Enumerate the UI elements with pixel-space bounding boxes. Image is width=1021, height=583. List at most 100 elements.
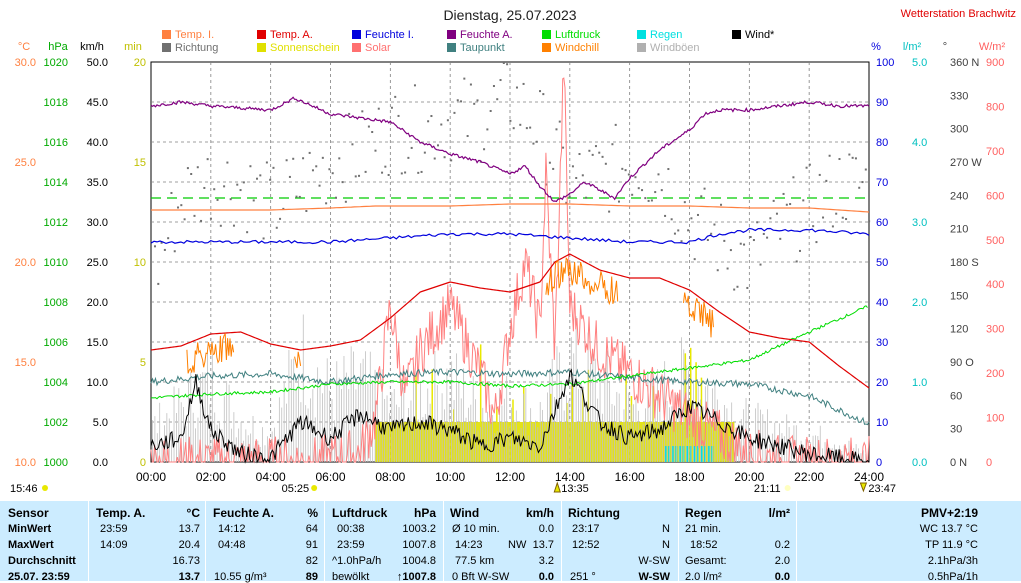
x-tick-label: 20:00 [734,470,764,484]
direction-point [413,84,416,87]
direction-point [492,85,495,88]
direction-point [683,201,686,204]
axis-tick-label: 100 [986,413,1004,425]
axis-tick-label: 5.0 [912,57,927,69]
direction-point [180,204,183,207]
direction-point [611,143,614,146]
axis-tick-label: 1012 [44,217,68,229]
direction-point [223,185,226,188]
direction-point [515,86,518,89]
direction-point [160,241,163,244]
direction-point [423,151,426,154]
direction-point [338,157,341,160]
axis-tick-label: 90 [876,97,888,109]
direction-point [673,232,676,235]
direction-point [617,200,620,203]
press-forecast: bewölkt [332,571,370,583]
axis-tick-label: 200 [986,368,1004,380]
wind-beaufort: 0 Bft W-SW [452,571,510,583]
direction-point [785,203,788,206]
direction-point [456,99,459,102]
direction-point [723,239,726,242]
axis-tick-label: 15.0 [15,357,36,369]
direction-point [489,109,492,112]
wind-distance: 77.5 km [455,555,495,567]
direction-point [726,267,729,270]
plot-area [150,62,871,464]
direction-point [703,187,706,190]
direction-point [792,176,795,179]
axis-tick-label: 0 N [950,457,967,469]
direction-point [334,196,337,199]
direction-point [186,167,189,170]
direction-point [433,157,436,160]
hum-min-time: 14:12 [218,523,246,535]
direction-point [229,198,232,201]
direction-point [163,248,166,251]
column-divider [443,501,444,581]
direction-point [752,239,755,242]
axis-tick-label: 90 O [950,357,974,369]
marker-sun-max: 13:35 [561,483,589,495]
direction-point [440,123,443,126]
direction-point [354,175,357,178]
direction-point [239,189,242,192]
legend-label: Feuchte I. [365,29,414,41]
temp-current-value: 13.7 [178,571,200,583]
axis-tick-label: 330 [950,90,968,102]
direction-point [581,174,584,177]
direction-point [219,224,222,227]
axis-tick-label: 300 [986,324,1004,336]
direction-point [779,237,782,240]
legend-swatch [637,30,646,39]
axis-tick-label: 40 [876,297,888,309]
temp-max-time: 14:09 [100,539,128,551]
direction-point [845,218,848,221]
direction-point [696,213,699,216]
axis-tick-label: 20.0 [87,297,108,309]
axis-tick-label: 35.0 [87,177,108,189]
axis-unit: °C [18,41,30,53]
series-line [150,96,870,203]
direction-point [759,263,762,266]
direction-point [157,282,160,285]
direction-point [568,195,571,198]
legend-swatch [447,30,456,39]
direction-point [680,240,683,243]
direction-point [772,199,775,202]
direction-point [249,165,252,168]
hum-current-value: 89 [305,571,318,583]
hum-min-value: 64 [305,523,318,535]
x-tick-label: 24:00 [854,470,884,484]
legend-swatch [352,30,361,39]
legend-swatch [352,43,361,52]
direction-point [311,169,314,172]
direction-point [716,269,719,272]
axis-tick-label: 0 [140,457,146,469]
axis-tick-label: 60 [876,217,888,229]
temp-min-value: 13.7 [178,523,200,535]
direction-point [453,111,456,114]
direction-point [177,206,180,209]
direction-point [818,173,821,176]
direction-point [743,243,746,246]
direction-point [822,216,825,219]
wind-unit: km/h [525,506,554,520]
axis-tick-label: 25.0 [15,157,36,169]
direction-point [762,232,765,235]
direction-point [670,218,673,221]
direction-point [509,119,512,122]
x-tick-label: 14:00 [555,470,585,484]
legend-swatch [257,30,266,39]
direction-point [647,199,650,202]
hum-unit: % [307,506,318,520]
direction-point [170,191,173,194]
column-divider [678,501,679,581]
direction-point [660,189,663,192]
axis-tick-label: 3.0 [912,217,927,229]
direction-point [282,207,285,210]
summary-table: Sensor MinWert MaxWert Durchschnitt 25.0… [0,501,1021,583]
press-max-time: 23:59 [337,539,365,551]
temp-avg-value: 16.73 [172,555,200,567]
direction-point [650,199,653,202]
